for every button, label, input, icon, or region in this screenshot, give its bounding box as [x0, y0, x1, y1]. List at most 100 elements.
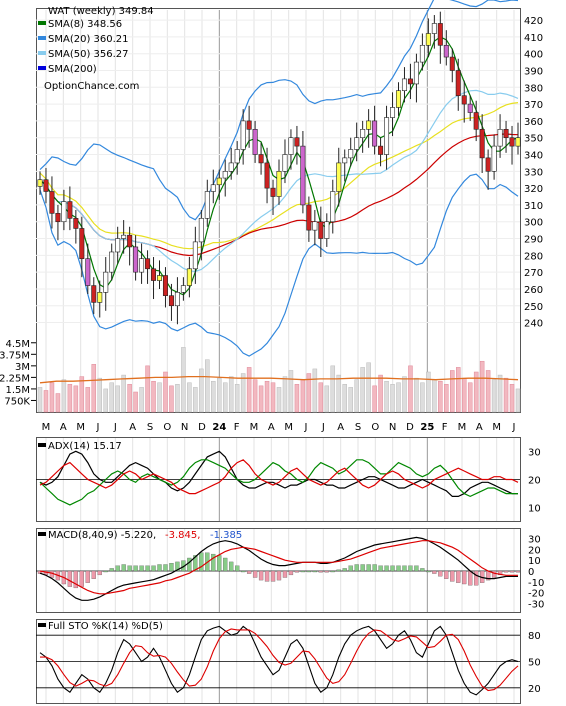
macd-histogram-bar: [91, 570, 96, 579]
x-tick-label: J: [512, 422, 516, 433]
price-tick-label: 260: [524, 285, 543, 296]
macd-histogram-bar: [444, 570, 449, 579]
macd-tick-label: -30: [528, 600, 544, 611]
candle-body: [431, 23, 437, 34]
candle-body: [485, 157, 491, 172]
volume-bar: [61, 379, 67, 413]
volume-bar: [467, 382, 473, 413]
volume-bar: [103, 388, 108, 413]
legend-sma20: SMA(20) 360.21: [48, 34, 129, 45]
candle-body: [300, 145, 306, 206]
volume-bar: [199, 368, 204, 413]
candle-body: [258, 154, 264, 164]
x-tick-label: N: [181, 422, 188, 433]
volume-bar: [181, 347, 186, 413]
macd-histogram-bar: [414, 565, 419, 572]
candle-body: [324, 221, 330, 239]
macd-histogram-bar: [85, 570, 90, 583]
volume-bar: [240, 373, 246, 413]
macd-histogram-bar: [336, 569, 341, 572]
macd-value-red: -3.845,: [165, 530, 200, 541]
candle-body: [366, 120, 372, 130]
adx-tick-label: 20: [528, 476, 541, 487]
candle-layer: [37, 11, 521, 325]
volume-bar: [37, 387, 43, 413]
candle-body: [91, 285, 97, 303]
price-legend: WAT (weekly) 349.84 SMA(8) 348.56 SMA(20…: [38, 6, 154, 92]
macd-histogram-bar: [67, 570, 73, 587]
volume-bar: [461, 377, 467, 413]
price-tick-label: 340: [524, 151, 543, 162]
candle-body: [479, 129, 485, 159]
adx-tick-label: 30: [528, 447, 541, 458]
volume-bar: [402, 376, 407, 413]
candle-body: [133, 246, 139, 273]
macd-histogram-bar: [432, 570, 437, 574]
macd-tick-label: 30: [528, 535, 541, 546]
macd-histogram-bar: [240, 570, 246, 573]
volume-bar: [85, 387, 91, 413]
macd-histogram-bar: [438, 570, 443, 577]
macd-histogram-bar: [354, 564, 359, 572]
candle-body: [413, 61, 419, 85]
volume-bar: [342, 384, 347, 413]
volume-bar: [43, 390, 49, 413]
volume-bar: [205, 359, 210, 413]
price-tick-label: 240: [524, 319, 543, 330]
volume-bar: [336, 374, 341, 413]
envelope-line: [39, 102, 519, 250]
candle-body: [174, 292, 180, 307]
macd-histogram-bar: [372, 564, 377, 572]
volume-bar: [491, 379, 497, 413]
candle-body: [515, 137, 521, 147]
volume-bar: [306, 373, 312, 413]
candle-body: [318, 221, 324, 239]
price-tick-label: 350: [524, 134, 543, 145]
volume-bar: [324, 385, 330, 413]
volume-bar: [222, 382, 228, 413]
volume-bar: [503, 377, 509, 413]
volume-bar: [276, 387, 282, 413]
volume-bar: [55, 393, 61, 413]
candle-body: [73, 218, 79, 229]
candle-body: [103, 271, 109, 293]
volume-bar: [288, 370, 294, 413]
adx-series-line: [39, 459, 518, 506]
candle-body: [425, 33, 431, 46]
candle-body: [115, 238, 121, 253]
candle-body: [67, 201, 73, 219]
x-tick-label: O: [371, 422, 379, 433]
legend-swatch-sma200: [38, 66, 46, 70]
macd-histogram-bar: [121, 564, 126, 572]
sto-series-line: [39, 625, 519, 696]
price-panel-frame: [36, 8, 521, 413]
x-tick-label: M: [76, 422, 85, 433]
macd-histogram-bar: [157, 564, 162, 572]
sto-title: Full STO %K(14) %D(5): [48, 621, 163, 632]
volume-bar: [133, 391, 138, 413]
macd-histogram-bar: [306, 570, 312, 573]
candle-body: [204, 191, 210, 219]
volume-bar: [109, 382, 114, 413]
volume-bar: [97, 377, 102, 413]
candle-body: [336, 162, 342, 192]
candle-body: [384, 117, 390, 155]
x-tick-label: A: [129, 422, 136, 433]
macd-histogram-bar: [211, 553, 216, 572]
sto-series-line: [40, 628, 519, 692]
candle-body: [407, 78, 413, 85]
legend-swatch-sma20: [38, 36, 46, 40]
candle-body: [168, 295, 174, 307]
candle-body: [210, 184, 216, 192]
x-tick-label: F: [442, 422, 448, 433]
volume-bar: [515, 388, 521, 413]
x-tick-label: F: [234, 422, 240, 433]
price-tick-label: 380: [524, 83, 543, 94]
volume-bar: [450, 370, 455, 413]
price-tick-label: 420: [524, 16, 543, 27]
macd-histogram-bar: [175, 561, 180, 572]
macd-histogram-bar: [246, 570, 252, 574]
volume-bar: [485, 370, 491, 413]
candle-body: [378, 145, 384, 155]
volume-bar: [420, 382, 425, 413]
